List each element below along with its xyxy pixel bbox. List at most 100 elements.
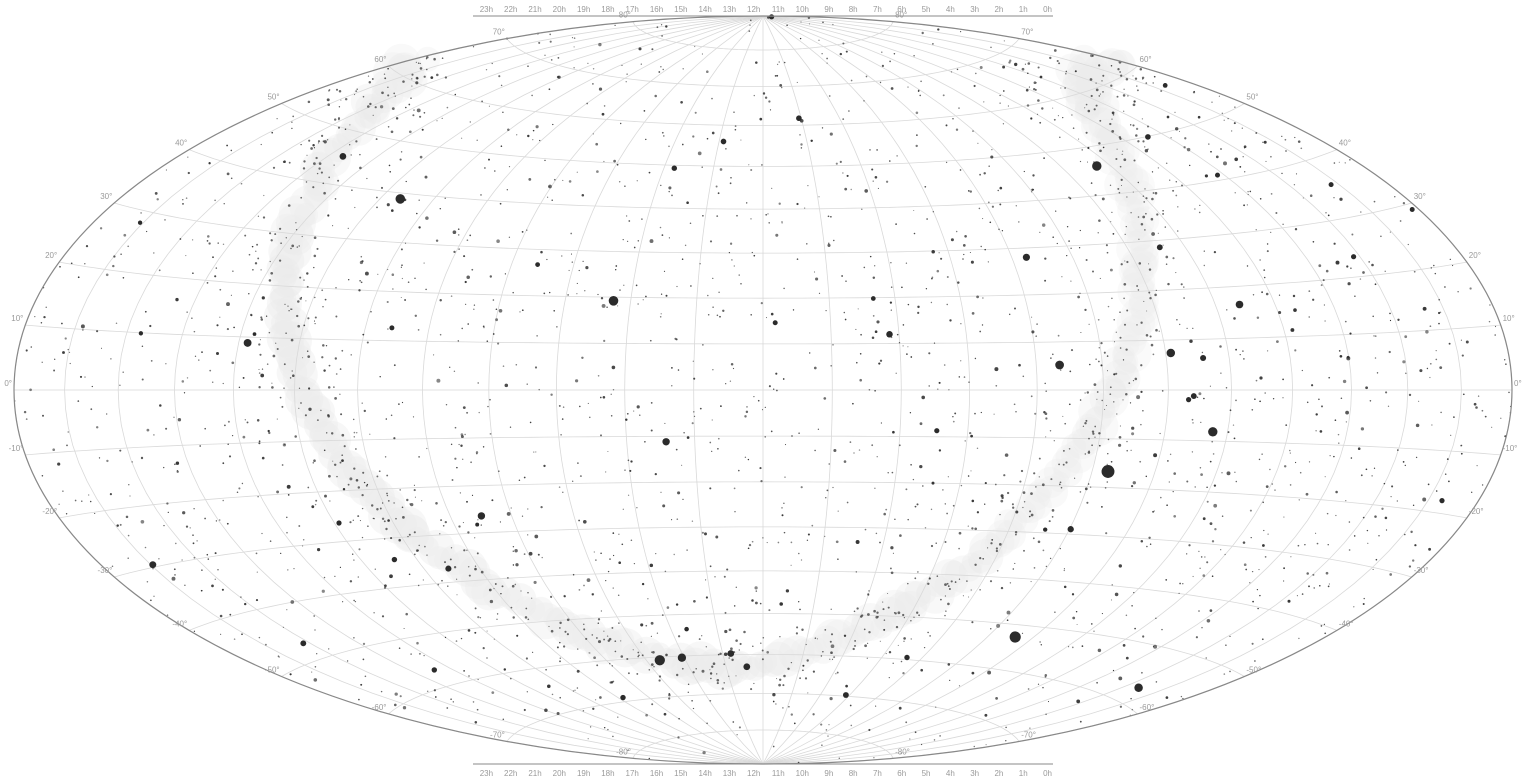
faint-star [1206,561,1209,564]
faint-star [323,449,326,452]
bright-star[interactable] [1092,161,1102,171]
faint-star [768,385,771,388]
bright-star[interactable] [138,331,144,336]
bright-star[interactable] [1190,393,1197,400]
bright-star[interactable] [934,428,940,434]
faint-star [651,703,654,706]
bright-star[interactable] [1162,83,1168,88]
bright-star[interactable] [1043,527,1048,532]
faint-star [693,599,696,603]
bright-star[interactable] [886,331,893,338]
bright-star[interactable] [1166,348,1176,358]
bright-star[interactable] [1351,254,1357,260]
faint-star [984,482,987,485]
bright-star[interactable] [300,640,307,647]
bright-star[interactable] [252,332,257,336]
bright-star[interactable] [336,520,342,526]
bright-star[interactable] [1439,498,1445,504]
faint-star [1427,483,1430,486]
bright-star[interactable] [1067,526,1074,533]
bright-star[interactable] [1009,631,1021,643]
bright-star[interactable] [339,153,347,160]
bright-star[interactable] [684,626,689,632]
bright-star[interactable] [535,262,540,267]
bright-star[interactable] [1186,397,1192,403]
faint-star [1099,149,1102,153]
faint-star [266,363,269,365]
bright-star[interactable] [243,338,252,347]
faint-star [864,528,867,531]
bright-star[interactable] [654,655,665,666]
bright-star[interactable] [769,14,775,20]
faint-star [1508,391,1510,394]
bright-star[interactable] [149,561,157,569]
bright-star[interactable] [137,220,143,225]
bright-star[interactable] [431,667,438,673]
bright-star[interactable] [1200,354,1207,362]
faint-star [799,134,801,136]
bright-star[interactable] [743,663,751,671]
bright-star[interactable] [772,320,778,326]
faint-star [665,25,668,28]
faint-star [902,324,905,326]
bright-star[interactable] [1409,207,1415,212]
bright-star[interactable] [1328,182,1334,188]
faint-star [524,616,528,619]
faint-star [970,470,972,472]
bright-star[interactable] [620,694,626,701]
faint-star [192,534,194,536]
faint-star [553,178,556,181]
faint-star [1147,148,1149,150]
faint-star [806,539,809,541]
bright-star[interactable] [796,115,802,122]
milky-way-patch [764,637,805,678]
faint-star [485,69,488,71]
faint-star [988,165,990,167]
faint-star [671,385,673,387]
faint-star [514,583,517,586]
bright-star[interactable] [1215,172,1220,178]
bright-star[interactable] [671,165,678,171]
faint-star [1012,506,1015,509]
bright-star[interactable] [395,194,406,204]
bright-star[interactable] [1134,683,1143,693]
bright-star[interactable] [1208,427,1218,437]
bright-star[interactable] [445,565,452,572]
faint-star [174,542,177,545]
faint-star [719,168,723,171]
faint-star [386,300,389,304]
bright-star[interactable] [842,692,849,698]
bright-star[interactable] [1055,360,1064,370]
faint-star [486,340,489,343]
bright-star[interactable] [391,556,398,563]
bright-star[interactable] [608,296,619,306]
faint-star [695,668,697,670]
bright-star[interactable] [1156,244,1163,251]
faint-star [270,239,273,242]
bright-star[interactable] [475,522,480,527]
bright-star[interactable] [389,325,395,331]
bright-star[interactable] [1235,300,1244,309]
bright-star[interactable] [477,512,486,520]
bright-star[interactable] [1101,465,1115,478]
bright-star[interactable] [1022,253,1030,261]
bright-star[interactable] [677,653,687,662]
faint-star [974,412,976,415]
bright-star[interactable] [904,654,910,661]
faint-star [973,745,976,748]
faint-star [314,296,316,299]
bright-star[interactable] [1145,134,1151,140]
faint-star [1051,516,1054,518]
bright-star[interactable] [727,650,735,657]
faint-star [1293,308,1297,312]
faint-star [1089,78,1093,81]
faint-star [494,170,496,172]
faint-star [219,316,221,318]
faint-star [593,656,596,660]
faint-star [460,444,463,448]
bright-star[interactable] [870,296,876,301]
bright-star[interactable] [662,438,670,446]
faint-star [287,494,290,496]
bright-star[interactable] [720,138,727,145]
